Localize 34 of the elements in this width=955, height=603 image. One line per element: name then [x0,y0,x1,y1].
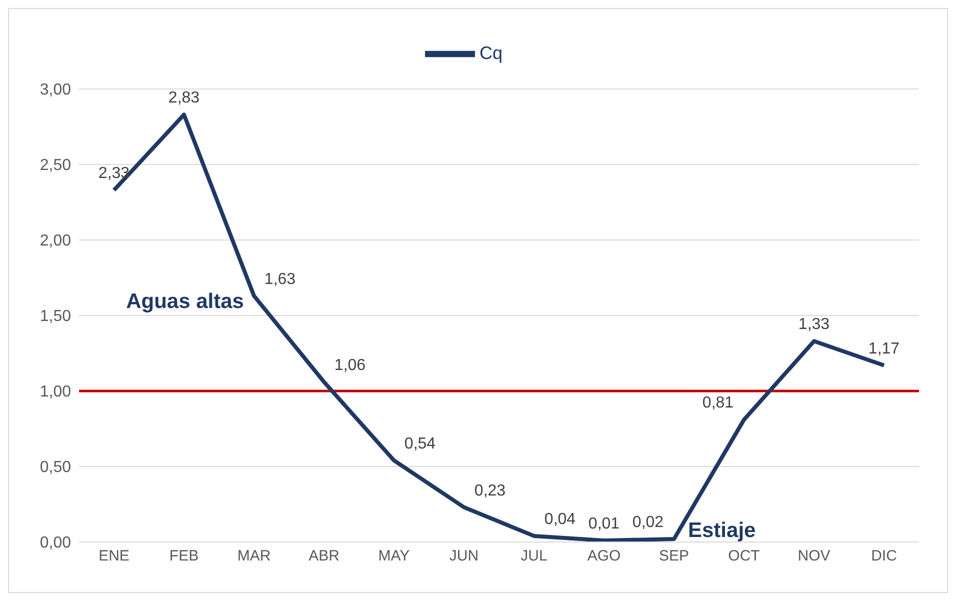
y-tick-label: 0,00 [40,534,72,552]
x-tick-label: DIC [871,548,898,565]
data-label: 1,06 [334,356,366,374]
x-tick-label: JUN [449,548,479,565]
x-tick-label: ENE [98,548,130,565]
y-tick-label: 2,00 [40,232,72,250]
data-label: 0,01 [588,515,620,532]
data-label: 0,02 [632,514,664,531]
x-tick-label: ABR [308,548,340,565]
data-label: 1,17 [868,340,900,358]
x-tick-label: MAR [237,548,271,565]
data-label: 0,81 [702,394,734,412]
x-tick-label: NOV [798,548,830,565]
x-tick-label: JUL [520,548,548,565]
annotation: Aguas altas [126,290,244,313]
x-tick-label: FEB [169,548,199,565]
legend-label: Cq [479,42,502,63]
data-label: 1,63 [264,270,296,288]
data-label: 1,33 [798,316,830,334]
x-tick-label: SEP [658,548,690,565]
data-label: 0,04 [544,510,576,528]
x-tick-label: MAY [378,548,410,565]
y-tick-label: 1,50 [40,308,72,326]
y-tick-label: 3,00 [40,82,72,99]
y-tick-label: 0,50 [40,459,72,476]
x-tick-label: OCT [728,548,760,565]
data-label: 2,83 [168,90,200,107]
data-label: 0,54 [404,435,436,452]
y-tick-label: 2,50 [40,157,72,174]
annotation: Estiaje [688,518,756,542]
x-tick-label: AGO [587,548,621,565]
y-tick-label: 1,00 [40,384,72,401]
data-label: 2,33 [98,165,130,182]
data-label: 0,23 [474,482,506,500]
